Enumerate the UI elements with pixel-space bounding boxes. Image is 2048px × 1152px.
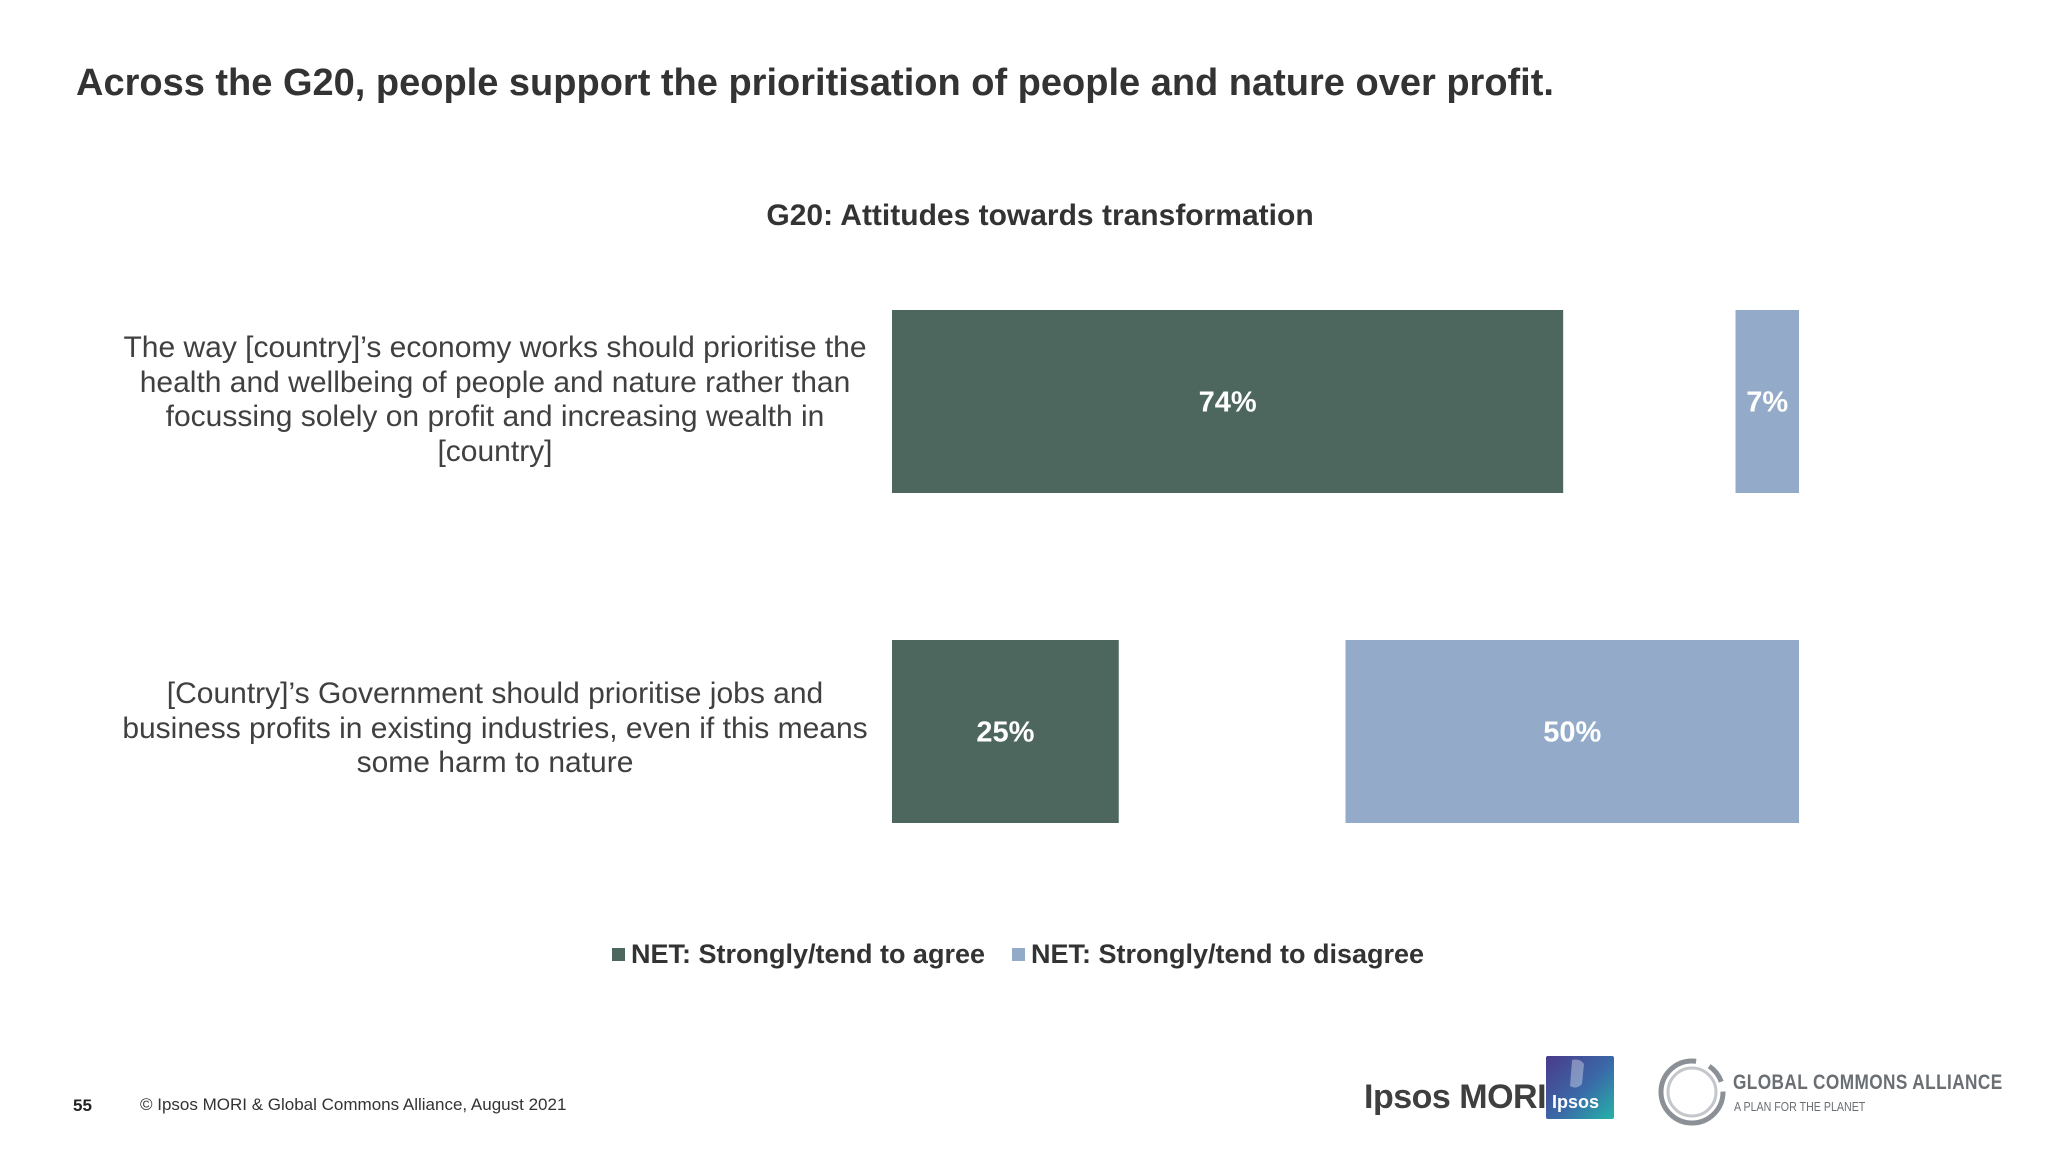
legend-label-agree: NET: Strongly/tend to agree	[630, 939, 985, 969]
gca-logo-name: GLOBAL COMMONS ALLIANCE	[1733, 1071, 2003, 1094]
bar-disagree-0	[1735, 310, 1799, 493]
legend-swatch-agree	[611, 948, 625, 961]
chart-legend: NET: Strongly/tend to agree NET: Strongl…	[0, 939, 2042, 970]
data-label-agree-0: 74%	[1199, 387, 1257, 419]
slide-headline: Across the G20, people support the prior…	[76, 62, 1554, 104]
legend-item-disagree: NET: Strongly/tend to disagree	[1012, 939, 1424, 970]
bar-agree-1	[892, 640, 1119, 823]
ipsos-logo: Ipsos	[1546, 1056, 1614, 1119]
ipsos-logo-mark-icon	[1570, 1059, 1584, 1088]
category-label-economy: The way [country]’s economy works should…	[123, 331, 867, 468]
gca-logo-tagline: A PLAN FOR THE PLANET	[1734, 1099, 1866, 1114]
legend-label-disagree: NET: Strongly/tend to disagree	[1031, 939, 1425, 969]
bar-agree-0	[892, 310, 1564, 493]
gca-ring-icon	[1658, 1058, 1726, 1126]
data-label-disagree-1: 50%	[1543, 717, 1601, 749]
legend-swatch-disagree	[1012, 948, 1025, 961]
copyright-text: © Ipsos MORI & Global Commons Alliance, …	[140, 1095, 567, 1114]
ipsos-logo-text: Ipsos	[1552, 1092, 1600, 1112]
legend-item-agree: NET: Strongly/tend to agree	[611, 939, 985, 970]
category-label-government: [Country]’s Government should prioritise…	[122, 677, 868, 779]
ipsos-mori-logo: Ipsos MORI	[1364, 1078, 1547, 1116]
page-number: 55	[73, 1096, 92, 1115]
chart-title: G20: Attitudes towards transformation	[766, 199, 1314, 232]
data-label-agree-1: 25%	[976, 717, 1034, 749]
bar-disagree-1	[1345, 640, 1799, 823]
data-label-disagree-0: 7%	[1746, 387, 1788, 419]
